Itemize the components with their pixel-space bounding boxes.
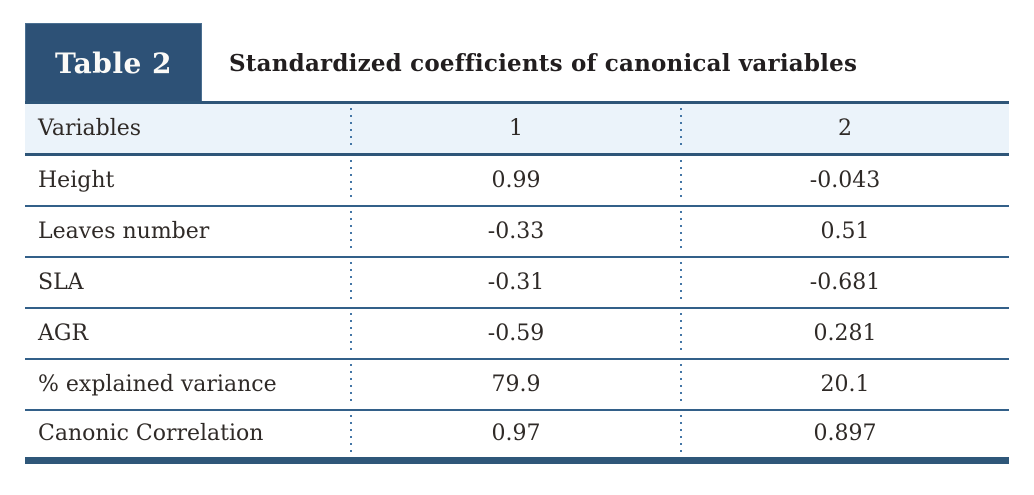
cell-value: 0.99 [350,154,681,207]
table-row: SLA -0.31 -0.681 [25,256,1009,309]
table-row: Leaves number -0.33 0.51 [25,205,1009,258]
cell-value: 20.1 [680,358,1009,411]
row-label: AGR [25,307,351,360]
data-table: Variables 1 2 Height 0.99 -0.043 Leaves … [25,101,1009,464]
column-header-variables: Variables [25,102,351,156]
cell-value: -0.59 [350,307,681,360]
cell-value: 0.281 [680,307,1009,360]
table-number-label: Table 2 [54,47,173,80]
row-label: Height [25,154,351,207]
cell-value: 0.51 [680,205,1009,258]
table-row: % explained variance 79.9 20.1 [25,358,1009,411]
cell-value: -0.681 [680,256,1009,309]
table-row: Canonic Correlation 0.97 0.897 [25,409,1009,464]
table-row: Height 0.99 -0.043 [25,154,1009,207]
row-label: Canonic Correlation [25,409,351,464]
column-header-2: 2 [680,102,1009,156]
table-row: AGR -0.59 0.281 [25,307,1009,360]
table-number-badge: Table 2 [25,23,202,104]
cell-value: 0.897 [680,409,1009,464]
column-header-1: 1 [350,102,681,156]
row-label: SLA [25,256,351,309]
row-label: % explained variance [25,358,351,411]
row-label: Leaves number [25,205,351,258]
cell-value: 79.9 [350,358,681,411]
cell-value: -0.043 [680,154,1009,207]
table-title: Standardized coefficients of canonical v… [229,50,858,77]
cell-value: -0.33 [350,205,681,258]
cell-value: 0.97 [350,409,681,464]
header-row: Variables 1 2 [25,102,1009,156]
cell-value: -0.31 [350,256,681,309]
